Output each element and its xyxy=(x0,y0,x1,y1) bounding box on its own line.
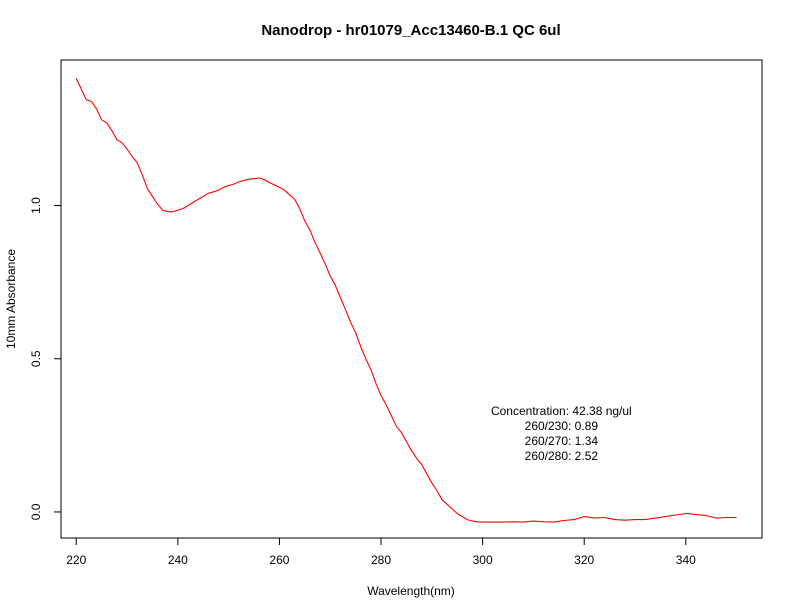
annotation-line: 260/270: 1.34 xyxy=(525,434,599,448)
x-tick-label: 300 xyxy=(473,553,493,567)
x-tick-label: 320 xyxy=(574,553,594,567)
x-tick-label: 240 xyxy=(168,553,188,567)
series-layer xyxy=(75,78,737,523)
annotation-line: 260/230: 0.89 xyxy=(525,419,599,433)
x-tick-label: 280 xyxy=(371,553,391,567)
plot-box xyxy=(60,59,763,539)
y-tick-label: 0.5 xyxy=(29,350,43,367)
x-tick-label: 340 xyxy=(676,553,696,567)
x-tick-label: 260 xyxy=(269,553,289,567)
y-axis-label: 10mm Absorbance xyxy=(4,249,18,349)
absorbance-series-line xyxy=(75,78,737,523)
x-axis-label: Wavelength(nm) xyxy=(367,584,455,598)
chart-title: Nanodrop - hr01079_Acc13460-B.1 QC 6ul xyxy=(261,22,560,39)
annotation-line: Concentration: 42.38 ng/ul xyxy=(491,404,632,418)
y-tick-label: 1.0 xyxy=(29,197,43,214)
annotation-line: 260/280: 2.52 xyxy=(525,449,599,463)
x-tick-label: 220 xyxy=(66,553,86,567)
y-tick-label: 0.0 xyxy=(29,503,43,520)
x-axis: 220 240 260 280 300 320 340 xyxy=(66,538,696,567)
y-axis: 0.0 0.5 1.0 xyxy=(29,197,61,520)
